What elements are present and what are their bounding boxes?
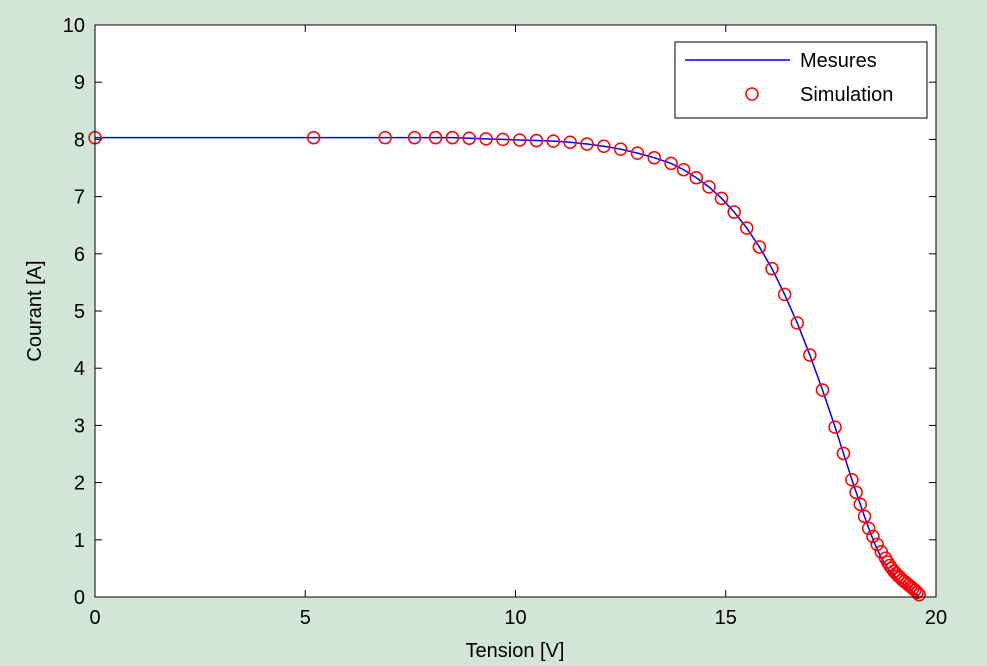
data-point-simulation bbox=[676, 162, 691, 177]
y-tick-label: 4 bbox=[74, 358, 85, 380]
plot-area bbox=[95, 25, 936, 597]
data-point-simulation bbox=[462, 131, 476, 146]
legend: Mesures Simulation bbox=[674, 41, 928, 119]
legend-box bbox=[674, 41, 928, 119]
data-point-simulation bbox=[613, 142, 628, 156]
legend-label-simulation: Simulation bbox=[800, 84, 893, 106]
data-point-simulation bbox=[870, 537, 884, 552]
y-tick-label: 2 bbox=[74, 473, 85, 495]
data-point-simulation bbox=[912, 587, 926, 602]
data-point-simulation bbox=[853, 497, 868, 512]
data-point-simulation bbox=[828, 420, 842, 434]
data-point-simulation bbox=[845, 472, 859, 487]
data-point-simulation bbox=[496, 132, 510, 147]
data-point-simulation bbox=[866, 529, 880, 544]
data-point-simulation bbox=[702, 180, 716, 194]
x-tick-label: 10 bbox=[504, 607, 526, 629]
data-point-simulation bbox=[727, 205, 741, 219]
legend-marker-simulation bbox=[745, 87, 759, 101]
y-tick-label: 8 bbox=[74, 129, 85, 151]
x-tick-label: 15 bbox=[715, 607, 737, 629]
y-tick-label: 10 bbox=[63, 15, 85, 37]
data-point-simulation bbox=[378, 130, 392, 145]
ticks: 0 5 10 15 20 0 1 2 3 4 5 6 7 8 9 10 bbox=[63, 15, 947, 629]
data-point-simulation bbox=[664, 156, 678, 171]
data-point-simulation bbox=[910, 585, 924, 600]
plot-content bbox=[88, 130, 926, 602]
data-point-simulation bbox=[647, 150, 662, 165]
y-tick-label: 7 bbox=[74, 187, 85, 209]
data-point-simulation bbox=[714, 191, 729, 206]
data-point-simulation bbox=[857, 509, 872, 524]
y-tick-label: 0 bbox=[74, 587, 85, 609]
data-point-simulation bbox=[428, 130, 443, 145]
data-point-simulation bbox=[803, 348, 817, 362]
y-tick-label: 3 bbox=[74, 415, 85, 437]
data-point-simulation bbox=[597, 139, 611, 154]
data-point-simulation bbox=[765, 261, 779, 276]
data-point-simulation bbox=[689, 170, 704, 185]
data-point-simulation bbox=[546, 134, 561, 148]
data-point-simulation bbox=[740, 221, 754, 235]
data-point-simulation bbox=[563, 135, 577, 150]
y-tick-label: 5 bbox=[74, 301, 85, 323]
y-axis-label: Courant [A] bbox=[24, 260, 46, 361]
data-point-simulation bbox=[407, 130, 422, 145]
data-point-simulation bbox=[836, 446, 851, 461]
y-tick-label: 9 bbox=[74, 72, 85, 94]
data-point-simulation bbox=[815, 383, 830, 397]
data-point-simulation bbox=[445, 130, 460, 145]
data-point-simulation bbox=[908, 583, 922, 597]
x-tick-label: 20 bbox=[925, 607, 947, 629]
data-point-simulation bbox=[752, 240, 767, 254]
data-point-simulation bbox=[849, 485, 863, 500]
x-tick-label: 5 bbox=[300, 607, 311, 629]
data-point-simulation bbox=[777, 287, 792, 302]
y-tick-label: 1 bbox=[74, 530, 85, 552]
data-point-simulation bbox=[479, 132, 493, 146]
x-axis-label: Tension [V] bbox=[466, 640, 565, 662]
data-point-simulation bbox=[580, 137, 594, 151]
legend-label-mesures: Mesures bbox=[800, 50, 877, 72]
data-point-simulation bbox=[529, 133, 544, 148]
data-point-simulation bbox=[630, 146, 645, 160]
y-tick-label: 6 bbox=[74, 244, 85, 266]
data-point-simulation bbox=[790, 316, 804, 330]
data-point-simulation bbox=[861, 521, 876, 536]
x-tick-label: 0 bbox=[89, 607, 100, 629]
data-point-simulation bbox=[512, 133, 527, 147]
data-point-simulation bbox=[306, 130, 321, 145]
